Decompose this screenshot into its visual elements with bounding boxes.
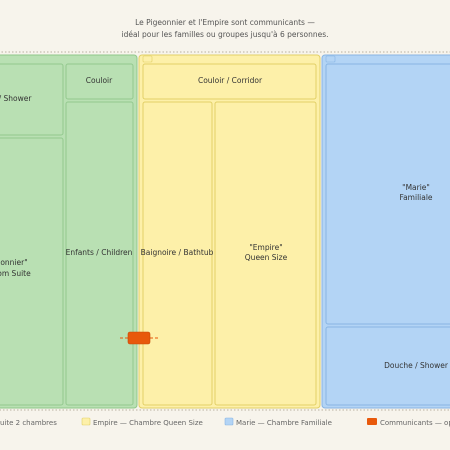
room [0,137,64,406]
legend-swatch [81,417,91,426]
legend-label: Empire — Chambre Queen Size [93,419,203,427]
room-label: Douche / Shower [384,361,449,370]
zone-tag [142,55,153,63]
room [65,101,134,406]
room-label: Enfants / Children [66,248,133,257]
room [65,63,134,100]
legend-swatch [367,418,377,425]
room [325,63,450,325]
room-label: "Marie" [402,183,430,192]
room-label: onnier" [0,258,27,267]
room-label: Couloir / Corridor [198,76,263,85]
room [325,326,450,406]
room [214,101,317,406]
zone-tag [325,55,336,63]
room-label: "Empire" [249,243,282,252]
legend-label: Communicants — opti [380,419,450,427]
room-label: Couloir [86,76,113,85]
legend-swatch [224,417,234,426]
room-label: / Shower [0,94,32,103]
room [142,101,213,406]
room-label: Queen Size [245,253,288,262]
room [0,63,64,136]
connecting-door [127,331,151,345]
legend-label: Marie — Chambre Familiale [236,419,332,427]
room-label: om Suite [0,269,31,278]
title-line: idéal pour les familles ou groupes jusqu… [121,30,328,39]
room-label: Familiale [399,193,432,202]
legend-label: uite 2 chambres [0,419,57,427]
plan-outline [0,51,450,411]
room-label: Baignoire / Bathtub [141,248,214,257]
room [142,63,317,100]
title-line: Le Pigeonnier et l'Empire sont communica… [135,18,315,27]
